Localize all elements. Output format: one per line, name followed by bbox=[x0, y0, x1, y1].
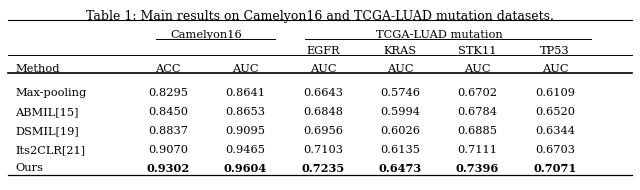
Text: 0.5994: 0.5994 bbox=[380, 107, 420, 117]
Text: 0.6520: 0.6520 bbox=[535, 107, 575, 117]
Text: 0.6703: 0.6703 bbox=[535, 145, 575, 155]
Text: 0.8641: 0.8641 bbox=[225, 88, 265, 98]
Text: 0.9465: 0.9465 bbox=[225, 145, 265, 155]
Text: AUC: AUC bbox=[310, 64, 336, 74]
Text: 0.9302: 0.9302 bbox=[147, 163, 189, 174]
Text: KRAS: KRAS bbox=[383, 46, 417, 56]
Text: 0.8653: 0.8653 bbox=[225, 107, 265, 117]
Text: 0.6026: 0.6026 bbox=[380, 126, 420, 136]
Text: Ours: Ours bbox=[15, 163, 43, 173]
Text: 0.7396: 0.7396 bbox=[456, 163, 499, 174]
Text: 0.6135: 0.6135 bbox=[380, 145, 420, 155]
Text: 0.8450: 0.8450 bbox=[148, 107, 188, 117]
Text: 0.5746: 0.5746 bbox=[380, 88, 420, 98]
Text: Camelyon16: Camelyon16 bbox=[171, 30, 243, 40]
Text: 0.6473: 0.6473 bbox=[378, 163, 422, 174]
Text: 0.6702: 0.6702 bbox=[457, 88, 497, 98]
Text: 0.6643: 0.6643 bbox=[303, 88, 343, 98]
Text: ACC: ACC bbox=[156, 64, 180, 74]
Text: AUC: AUC bbox=[387, 64, 413, 74]
Text: ABMIL[15]: ABMIL[15] bbox=[15, 107, 79, 117]
Text: TCGA-LUAD mutation: TCGA-LUAD mutation bbox=[376, 30, 502, 40]
Text: 0.9070: 0.9070 bbox=[148, 145, 188, 155]
Text: 0.6956: 0.6956 bbox=[303, 126, 343, 136]
Text: 0.8837: 0.8837 bbox=[148, 126, 188, 136]
Text: 0.9604: 0.9604 bbox=[223, 163, 267, 174]
Text: STK11: STK11 bbox=[458, 46, 496, 56]
Text: 0.9095: 0.9095 bbox=[225, 126, 265, 136]
Text: 0.6344: 0.6344 bbox=[535, 126, 575, 136]
Text: Max-pooling: Max-pooling bbox=[15, 88, 86, 98]
Text: EGFR: EGFR bbox=[306, 46, 340, 56]
Text: 0.6784: 0.6784 bbox=[457, 107, 497, 117]
Text: 0.6109: 0.6109 bbox=[535, 88, 575, 98]
Text: DSMIL[19]: DSMIL[19] bbox=[15, 126, 79, 136]
Text: AUC: AUC bbox=[541, 64, 568, 74]
Text: TP53: TP53 bbox=[540, 46, 570, 56]
Text: 0.7071: 0.7071 bbox=[533, 163, 577, 174]
Text: 0.8295: 0.8295 bbox=[148, 88, 188, 98]
Text: 0.7103: 0.7103 bbox=[303, 145, 343, 155]
Text: AUC: AUC bbox=[232, 64, 259, 74]
Text: 0.7235: 0.7235 bbox=[301, 163, 344, 174]
Text: Method: Method bbox=[15, 64, 60, 74]
Text: Table 1: Main results on Camelyon16 and TCGA-LUAD mutation datasets.: Table 1: Main results on Camelyon16 and … bbox=[86, 10, 554, 23]
Text: 0.7111: 0.7111 bbox=[457, 145, 497, 155]
Text: 0.6848: 0.6848 bbox=[303, 107, 343, 117]
Text: 0.6885: 0.6885 bbox=[457, 126, 497, 136]
Text: Its2CLR[21]: Its2CLR[21] bbox=[15, 145, 85, 155]
Text: AUC: AUC bbox=[464, 64, 490, 74]
